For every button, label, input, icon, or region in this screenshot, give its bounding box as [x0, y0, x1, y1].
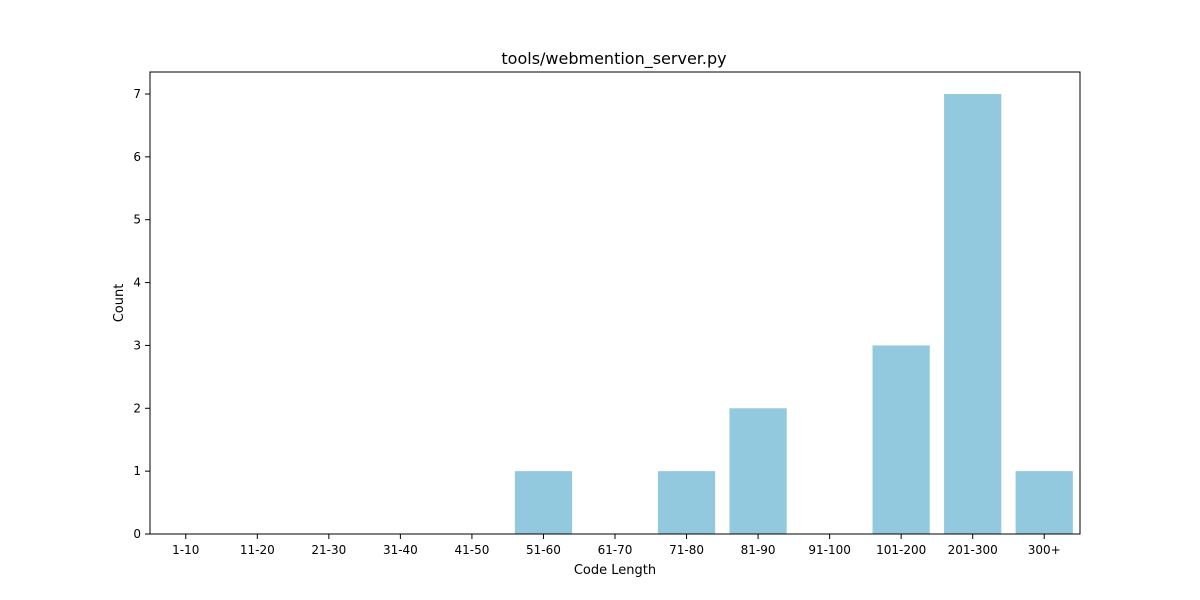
bar-71-80	[657, 471, 716, 534]
x-tick-label: 1-10	[172, 543, 199, 557]
y-tick-label: 0	[133, 527, 141, 541]
y-tick-label: 5	[133, 213, 141, 227]
x-tick-label: 201-300	[948, 543, 998, 557]
x-axis-label: Code Length	[574, 563, 656, 578]
bar-201-300	[944, 94, 1002, 534]
x-tick-label: 51-60	[526, 543, 561, 557]
chart-title: tools/webmention_server.py	[501, 49, 726, 69]
y-tick-label: 3	[133, 338, 141, 352]
y-tick-label: 1	[133, 464, 141, 478]
x-tick-label: 71-80	[669, 543, 704, 557]
y-tick-label: 2	[133, 401, 141, 415]
y-axis-ticks: 0 1 2 3 4 5 6 7	[133, 87, 150, 541]
bar-300+	[1015, 471, 1073, 534]
x-tick-label: 91-100	[808, 543, 851, 557]
bar-51-60	[514, 471, 573, 534]
x-axis-ticks: 1-10 11-20 21-30 31-40 41-50 51-60 61-70 71-80 8…	[172, 534, 1061, 557]
plot-frame	[149, 71, 1081, 535]
bar-81-90	[729, 408, 787, 534]
x-tick-label: 41-50	[454, 543, 489, 557]
bar-group	[514, 94, 1073, 534]
x-tick-label: 61-70	[598, 543, 633, 557]
y-tick-label: 6	[133, 150, 141, 164]
x-tick-label: 11-20	[240, 543, 275, 557]
x-tick-label: 101-200	[876, 543, 926, 557]
x-tick-label: 300+	[1028, 543, 1061, 557]
bar-101-200	[872, 345, 930, 534]
x-tick-label: 81-90	[741, 543, 776, 557]
x-tick-label: 21-30	[311, 543, 346, 557]
y-tick-label: 4	[133, 276, 141, 290]
y-tick-label: 7	[133, 87, 141, 101]
y-axis-label: Count	[112, 284, 127, 323]
x-tick-label: 31-40	[383, 543, 418, 557]
